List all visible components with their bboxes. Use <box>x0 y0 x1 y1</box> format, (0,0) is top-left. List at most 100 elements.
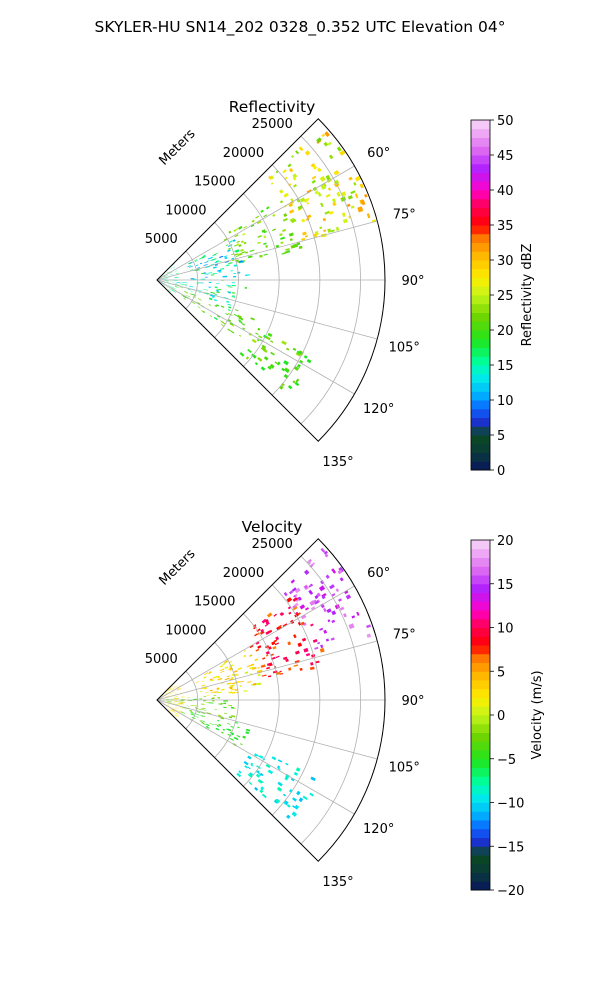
echo-gate-0 <box>323 629 328 634</box>
echo-gate-1 <box>295 611 299 615</box>
echo-gate-0 <box>330 229 335 233</box>
echo-gate-0 <box>304 569 310 575</box>
echo-gate-2 <box>218 261 222 263</box>
colorbar-swatch <box>471 636 490 646</box>
echo-gate-2 <box>215 260 219 263</box>
azimuth-tick-label: 120° <box>363 402 394 417</box>
echo-gate-2 <box>216 688 220 690</box>
echo-gate-2 <box>250 663 255 666</box>
echo-gate-5 <box>263 356 269 361</box>
echo-gate-5 <box>260 346 266 351</box>
echo-gate-2 <box>222 275 228 278</box>
echo-gate-5 <box>286 347 290 351</box>
colorbar-swatch <box>471 855 490 865</box>
azimuth-gridline <box>156 585 355 701</box>
echo-gate-0 <box>313 233 318 238</box>
echo-gate-6 <box>172 707 175 709</box>
echo-gate-6 <box>173 711 178 714</box>
colorbar-swatch <box>471 155 490 165</box>
velocity-title: Velocity <box>242 518 303 536</box>
echo-gate-1 <box>275 636 280 641</box>
echo-gate-1 <box>269 664 273 667</box>
echo-gate-0 <box>323 550 328 555</box>
echo-gate-6 <box>160 281 163 283</box>
echo-gate-5 <box>253 355 257 359</box>
echo-gate-5 <box>281 382 285 387</box>
echo-gate-1 <box>236 240 240 243</box>
figure-suptitle: SKYLER-HU SN14_202 0328_0.352 UTC Elevat… <box>95 18 506 37</box>
echo-gate-3 <box>203 289 208 291</box>
echo-gate-0 <box>308 589 313 595</box>
echo-gate-1 <box>310 623 314 627</box>
echo-gate-6 <box>174 270 178 272</box>
azimuth-gridline <box>156 279 378 340</box>
echo-gate-0 <box>327 228 332 233</box>
echo-gate-5 <box>259 773 262 777</box>
echo-gate-6 <box>160 281 164 283</box>
echo-gate-5 <box>256 765 261 770</box>
echo-gate-5 <box>260 786 265 791</box>
echo-gate-2 <box>212 266 217 269</box>
echo-gate-6 <box>174 714 179 718</box>
echo-gate-6 <box>168 709 171 712</box>
azimuth-gridline <box>156 220 378 281</box>
echo-gate-5 <box>276 361 281 366</box>
echo-gate-2 <box>226 682 232 685</box>
echo-gate-2 <box>232 239 236 242</box>
colorbar-swatch <box>471 190 490 200</box>
echo-gate-3 <box>178 703 183 705</box>
range-tick-label: 20000 <box>223 566 264 581</box>
echo-gate-3 <box>180 700 184 701</box>
echo-gate-1 <box>249 644 254 649</box>
range-tick-label: 25000 <box>252 117 293 132</box>
echo-gate-6 <box>164 285 168 289</box>
echo-gate-1 <box>298 245 303 249</box>
echo-gate-4 <box>191 301 196 304</box>
echo-gate-1 <box>272 228 277 232</box>
echo-gate-2 <box>198 282 204 284</box>
echo-gate-3 <box>190 704 195 707</box>
echo-gate-0 <box>320 603 325 609</box>
echo-gate-2 <box>205 276 208 278</box>
echo-gate-0 <box>343 613 347 618</box>
echo-gate-0 <box>325 574 330 579</box>
echo-gate-4 <box>187 295 191 298</box>
echo-gate-6 <box>171 289 174 292</box>
echo-gate-5 <box>236 772 242 778</box>
echo-gate-2 <box>208 671 212 674</box>
echo-gate-5 <box>269 363 275 369</box>
echo-gate-1 <box>234 253 239 256</box>
echo-gate-2 <box>203 672 209 676</box>
echo-gate-1 <box>234 227 239 232</box>
echo-gate-3 <box>211 700 215 702</box>
echo-gate-3 <box>180 699 185 700</box>
echo-gate-2 <box>217 677 223 681</box>
colorbar-swatch <box>471 715 490 725</box>
echo-gate-0 <box>310 163 316 168</box>
echo-gate-2 <box>226 264 230 267</box>
echo-gate-2 <box>195 681 200 684</box>
sector-outline <box>156 118 386 442</box>
echo-gate-5 <box>261 793 267 799</box>
echo-gate-2 <box>247 664 252 668</box>
echo-gate-0 <box>291 587 297 592</box>
echo-gate-5 <box>294 804 300 810</box>
echo-gate-3 <box>190 290 193 292</box>
echo-gate-6 <box>164 693 167 696</box>
echo-gate-2 <box>230 676 234 679</box>
echo-gate-1 <box>255 648 260 652</box>
echo-gate-3 <box>213 694 217 696</box>
echo-gate-0 <box>295 150 300 155</box>
echo-gate-1 <box>263 235 267 239</box>
echo-gate-0 <box>366 633 372 638</box>
colorbar-swatch <box>471 391 490 401</box>
echo-gate-6 <box>164 690 168 693</box>
echo-gate-4 <box>227 309 231 312</box>
echo-gate-5 <box>265 764 271 769</box>
echo-gate-6 <box>163 700 167 702</box>
echo-gate-5 <box>243 760 249 766</box>
echo-gate-5 <box>283 801 287 805</box>
reflectivity-colorbar-label: Reflectivity dBZ <box>520 244 535 347</box>
echo-gate-6 <box>169 271 173 274</box>
